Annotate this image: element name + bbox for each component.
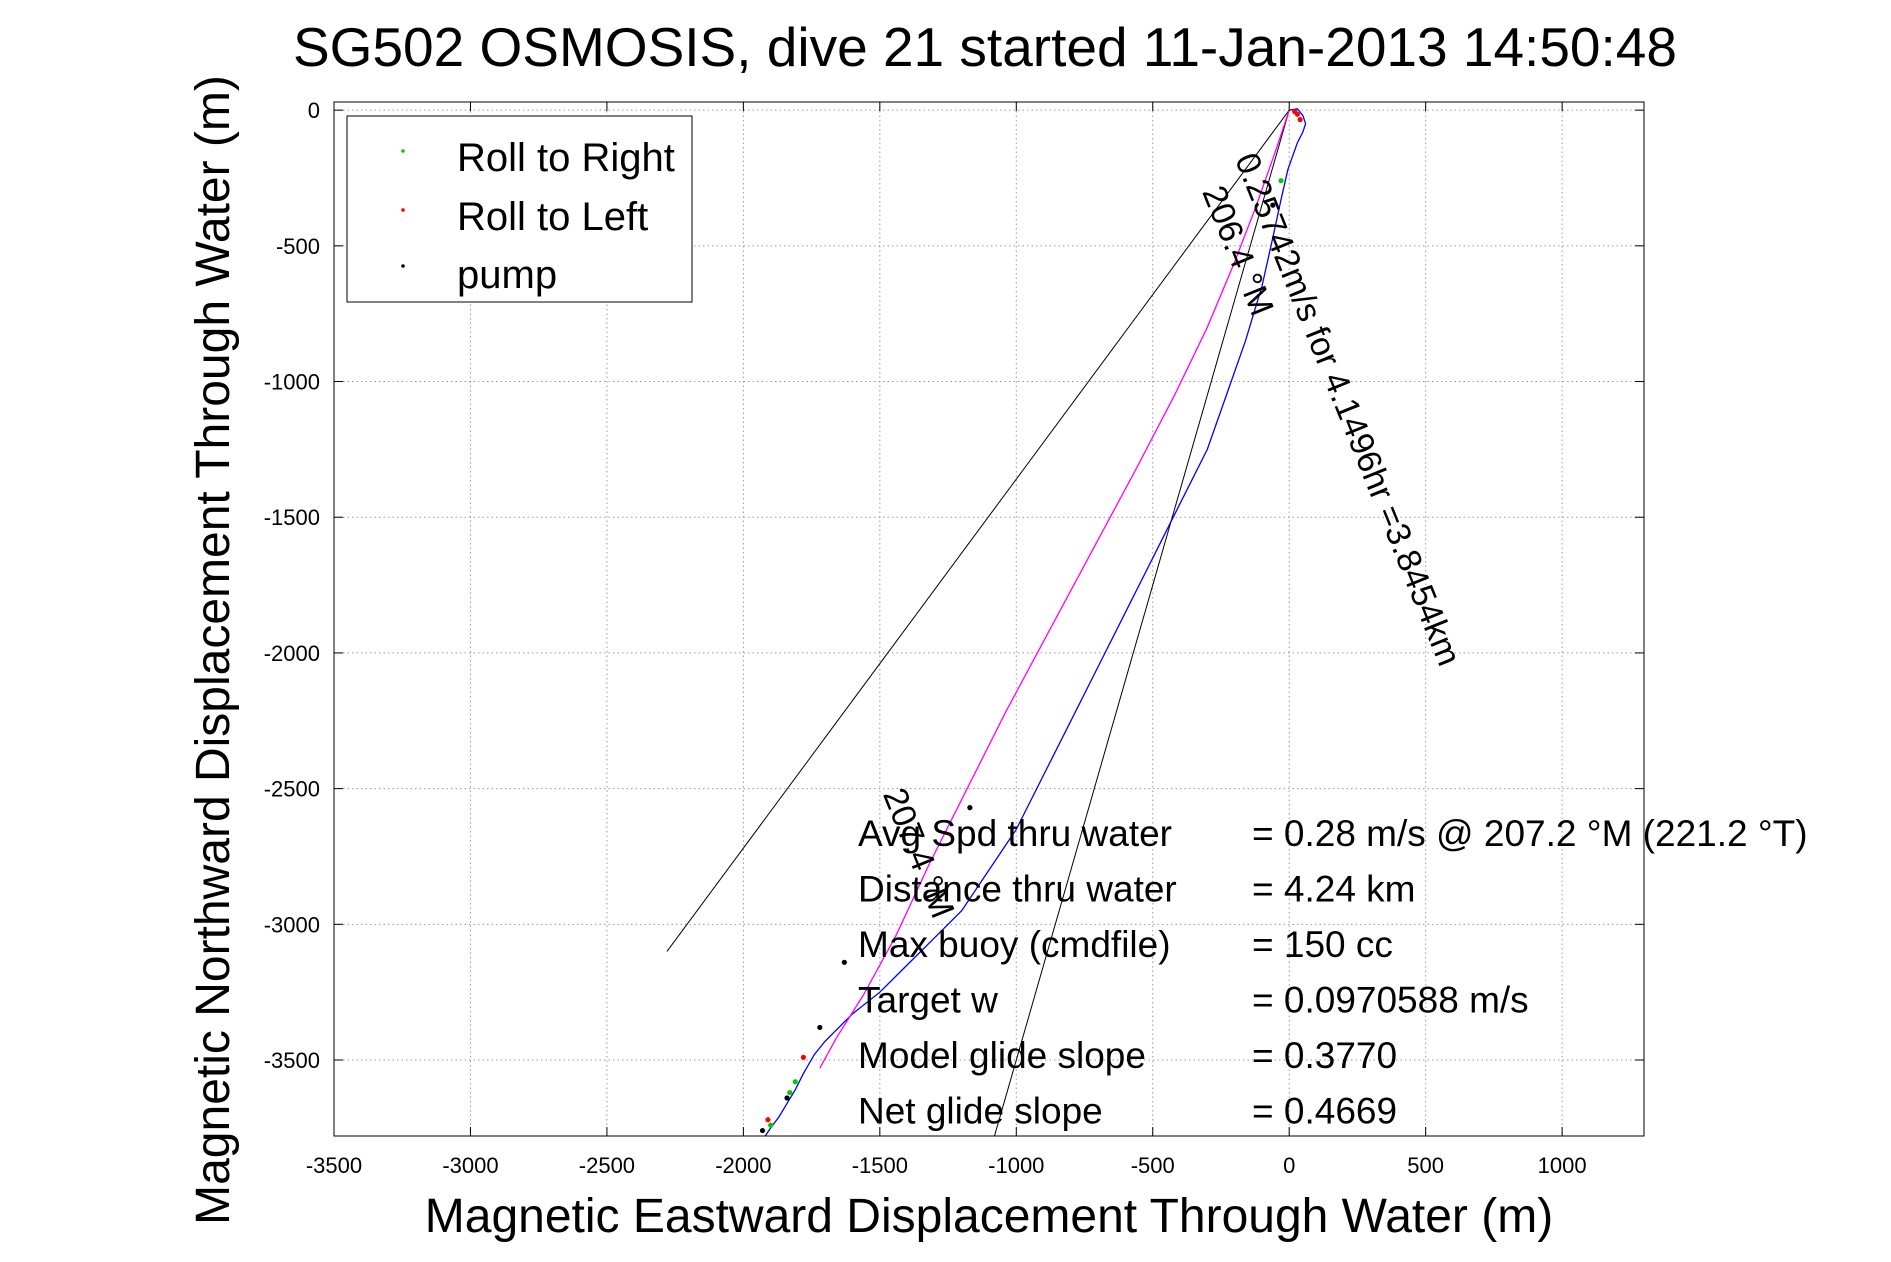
stat-label: Max buoy (cmdfile) [858,924,1171,965]
marker-pump [1270,202,1276,208]
x-tick-label: -1500 [852,1153,908,1178]
series-line-1 [764,108,1307,1136]
marker-roll-left [765,1117,771,1123]
x-axis-label: Magnetic Eastward Displacement Through W… [425,1190,1553,1243]
y-tick-label: -1500 [264,505,320,530]
x-tick-label: -2000 [715,1153,771,1178]
stat-label: Model glide slope [858,1035,1146,1076]
plot-frame [333,101,1645,1137]
stat-label: Distance thru water [858,869,1177,910]
y-tick-label: -500 [276,234,320,259]
marker-roll-right [792,1079,798,1085]
x-tick-label: -3500 [306,1153,362,1178]
marker-pump [817,1024,823,1031]
heading-lines [666,109,1290,1136]
marker-pump [841,959,847,965]
legend-label-roll-left: Roll to Left [457,195,648,239]
y-tick-label: -3500 [264,1048,320,1073]
y-tick-label: -2500 [264,777,320,802]
x-tick-label: -1000 [988,1153,1044,1178]
stat-value: = 0.3770 [1252,1035,1397,1076]
legend-marker-roll-left [401,208,405,212]
heading-line [666,109,1290,952]
legend-marker-pump [401,264,405,268]
stat-label: Target w [858,980,998,1021]
track-series [764,108,1307,1136]
chart-title: SG502 OSMOSIS, dive 21 started 11-Jan-20… [293,16,1677,78]
stat-value: = 0.28 m/s @ 207.2 °M (221.2 °T) [1252,813,1808,854]
series-line-2 [819,109,1290,1069]
x-tick-label: 500 [1407,1153,1444,1178]
y-tick-label: -1000 [264,370,320,395]
x-tick-label: -3000 [442,1153,498,1178]
legend-label-pump: pump [457,253,557,297]
legend: Roll to Right Roll to Left pump [346,115,693,303]
x-tick-label: -2500 [579,1153,635,1178]
y-tick-label: -2000 [264,641,320,666]
stat-value: = 0.4669 [1252,1091,1397,1132]
y-tick-label: 0 [308,98,320,123]
x-tick-label: 1000 [1538,1153,1587,1178]
x-tick-label: -500 [1131,1153,1175,1178]
y-axis-label: Magnetic Northward Displacement Through … [187,75,240,1225]
marker-pump [784,1095,790,1101]
stat-label: Avg Spd thru water [858,813,1172,854]
heading-line [993,110,1290,1136]
stat-value: = 150 cc [1252,924,1393,965]
marker-pump [759,1127,766,1134]
marker-roll-left [800,1054,807,1060]
marker-pump [967,805,973,811]
legend-marker-roll-right [401,149,405,153]
y-tick-label: -3000 [264,912,320,937]
marker-roll-right [768,1122,774,1128]
marker-roll-right [1278,178,1284,184]
stat-label: Net glide slope [858,1091,1103,1132]
tick-layer: -3500 -3000 -2500 -2000 -1500 -1000 -500 0 500 10… [264,98,1644,1178]
stat-value: = 0.0970588 m/s [1252,980,1529,1021]
marker-roll-right [787,1089,793,1096]
legend-box [346,115,693,303]
marker-roll-left [1292,108,1298,115]
x-tick-label: 0 [1283,1153,1295,1178]
legend-label-roll-right: Roll to Right [457,136,675,180]
track-markers [759,108,1303,1134]
stat-value: = 4.24 km [1252,869,1416,910]
marker-roll-left [1297,117,1303,123]
